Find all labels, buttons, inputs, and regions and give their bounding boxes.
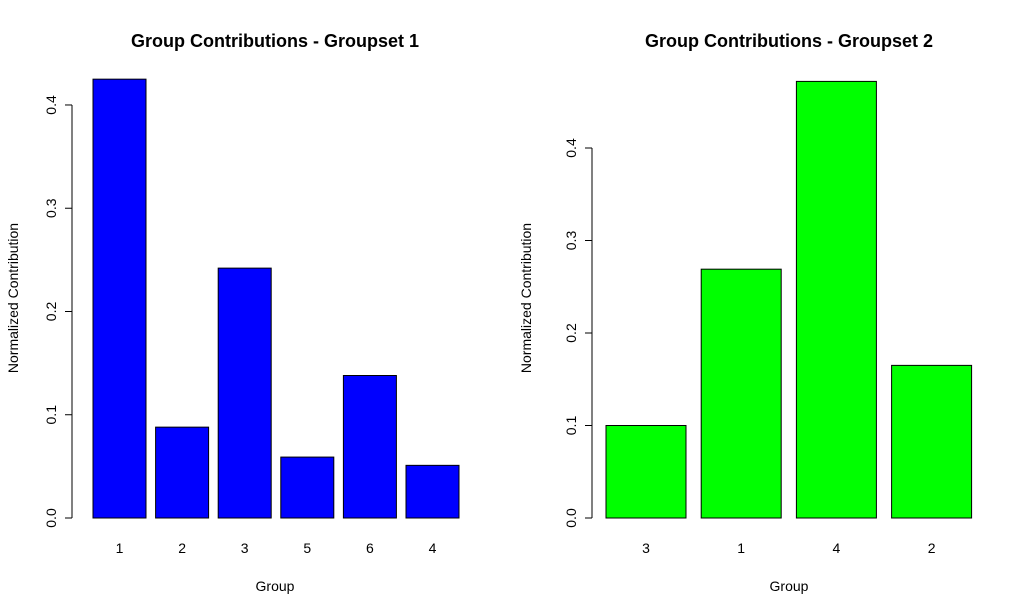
y-tick-label: 0.2 bbox=[43, 302, 59, 322]
y-tick-label: 0.0 bbox=[563, 508, 579, 528]
bar-2 bbox=[891, 364, 973, 519]
x-tick-label: 2 bbox=[178, 540, 186, 556]
x-tick-label: 5 bbox=[303, 540, 311, 556]
x-tick-group: 1 2 3 5 6 4 bbox=[116, 540, 437, 556]
x-tick-group: 3 1 4 2 bbox=[642, 540, 936, 556]
bar-5 bbox=[280, 456, 335, 519]
y-axis-label: Normalized Contribution bbox=[518, 223, 534, 373]
bar-group bbox=[92, 78, 460, 519]
y-axis-label: Normalized Contribution bbox=[5, 223, 21, 373]
y-axis: 0.0 0.1 0.2 0.3 0.4 bbox=[563, 138, 593, 528]
chart-title: Group Contributions - Groupset 1 bbox=[131, 31, 419, 51]
bar-3 bbox=[217, 267, 272, 519]
bar-2 bbox=[155, 426, 210, 519]
y-tick-label: 0.0 bbox=[43, 508, 59, 528]
y-tick-label: 0.2 bbox=[563, 323, 579, 343]
x-axis-label: Group bbox=[256, 578, 295, 594]
x-tick-label: 6 bbox=[366, 540, 374, 556]
x-tick-label: 4 bbox=[429, 540, 437, 556]
y-tick-label: 0.3 bbox=[43, 198, 59, 218]
bar-group bbox=[605, 80, 973, 519]
bar-1 bbox=[700, 268, 782, 519]
y-tick-label: 0.4 bbox=[43, 95, 59, 115]
chart-title: Group Contributions - Groupset 2 bbox=[645, 31, 933, 51]
chart-groupset-1: Group Contributions - Groupset 1 Group N… bbox=[5, 31, 460, 594]
y-tick-label: 0.4 bbox=[563, 138, 579, 158]
x-tick-label: 1 bbox=[737, 540, 745, 556]
x-axis-label: Group bbox=[770, 578, 809, 594]
x-tick-label: 3 bbox=[642, 540, 650, 556]
bar-6 bbox=[342, 375, 397, 519]
x-tick-label: 2 bbox=[928, 540, 936, 556]
x-tick-label: 4 bbox=[833, 540, 841, 556]
chart-groupset-2: Group Contributions - Groupset 2 Group N… bbox=[518, 31, 973, 594]
bar-1 bbox=[92, 78, 147, 519]
y-tick-label: 0.3 bbox=[563, 231, 579, 251]
bar-4 bbox=[795, 80, 877, 519]
y-axis: 0.0 0.1 0.2 0.3 0.4 bbox=[43, 95, 73, 528]
x-tick-label: 3 bbox=[241, 540, 249, 556]
bar-4 bbox=[405, 464, 460, 519]
y-tick-label: 0.1 bbox=[43, 405, 59, 425]
y-tick-label: 0.1 bbox=[563, 416, 579, 436]
x-tick-label: 1 bbox=[116, 540, 124, 556]
bar-3 bbox=[605, 425, 687, 519]
